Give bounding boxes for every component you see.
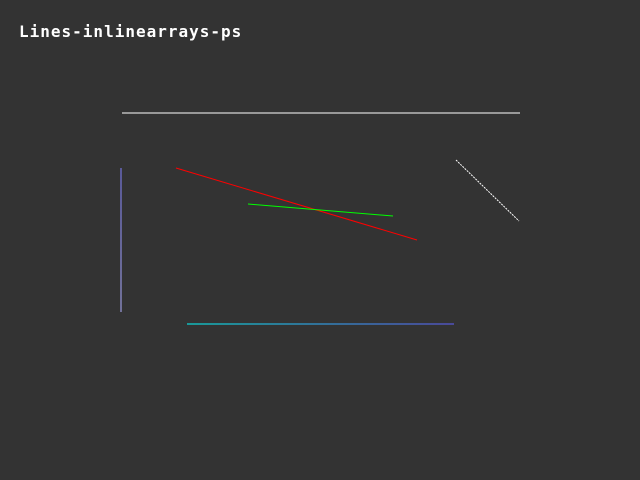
- red-line: [175, 167, 418, 241]
- page-title: Lines-inlinearrays-ps: [19, 22, 243, 41]
- green-line: [247, 203, 394, 217]
- diagonal-white-line: [455, 159, 520, 222]
